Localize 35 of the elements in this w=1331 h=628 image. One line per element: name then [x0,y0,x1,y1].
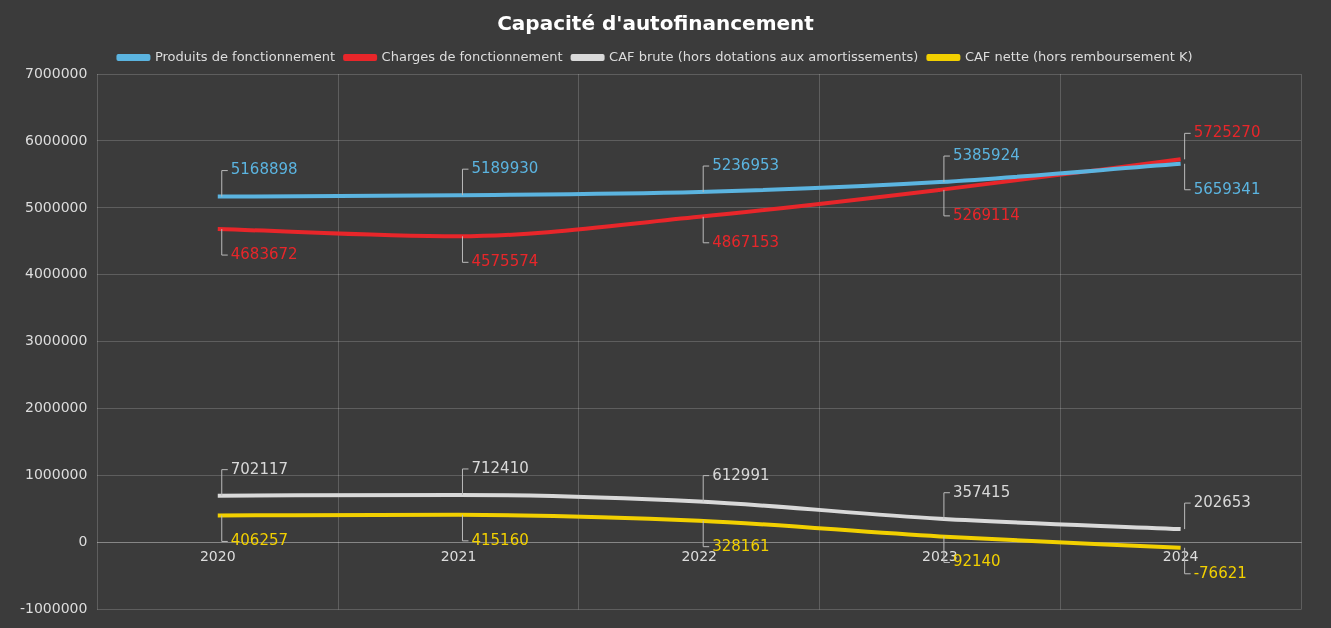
data-label: 5725270 [1193,123,1261,142]
y-tick-label: 5000000 [25,198,88,215]
chart-title: Capacité d'autofinancement [497,11,815,36]
data-label: 357415 [952,482,1011,501]
data-label: 5269114 [952,205,1020,224]
y-tick-label: 4000000 [25,265,88,282]
data-label: 702117 [230,459,289,478]
data-label: 5385924 [952,145,1020,164]
y-tick-label: 1000000 [25,466,88,483]
data-label: 4867153 [712,232,780,251]
legend-label: Charges de fonctionnement [381,48,563,64]
y-tick-label: 0 [78,533,88,550]
data-label: -76621 [1193,563,1247,582]
data-label: 4683672 [230,244,298,263]
data-label: 4575574 [471,252,539,271]
data-label: 406257 [230,531,289,550]
legend-label: CAF brute (hors dotations aux amortissements) [609,48,919,64]
data-label: 5189930 [471,159,539,178]
y-tick-label: 7000000 [25,64,88,81]
y-tick-label: -1000000 [20,600,88,617]
line-series [215,512,1183,550]
data-label: 5659341 [1193,179,1261,198]
y-tick-label: 3000000 [25,332,88,349]
data-label: 5168898 [230,160,298,179]
data-label: 202653 [1193,492,1251,511]
data-label: 415160 [471,530,529,549]
legend-label: CAF nette (hors remboursement K) [964,48,1193,64]
data-label: 5236953 [712,155,780,174]
data-label: 612991 [712,465,770,484]
x-tick-label: 2020 [199,547,236,564]
y-tick-label: 2000000 [25,399,88,416]
legend-label: Produits de fonctionnement [154,48,336,64]
data-label: 712410 [471,458,529,477]
y-tick-label: 6000000 [25,131,88,148]
x-tick-label: 2021 [440,547,477,564]
